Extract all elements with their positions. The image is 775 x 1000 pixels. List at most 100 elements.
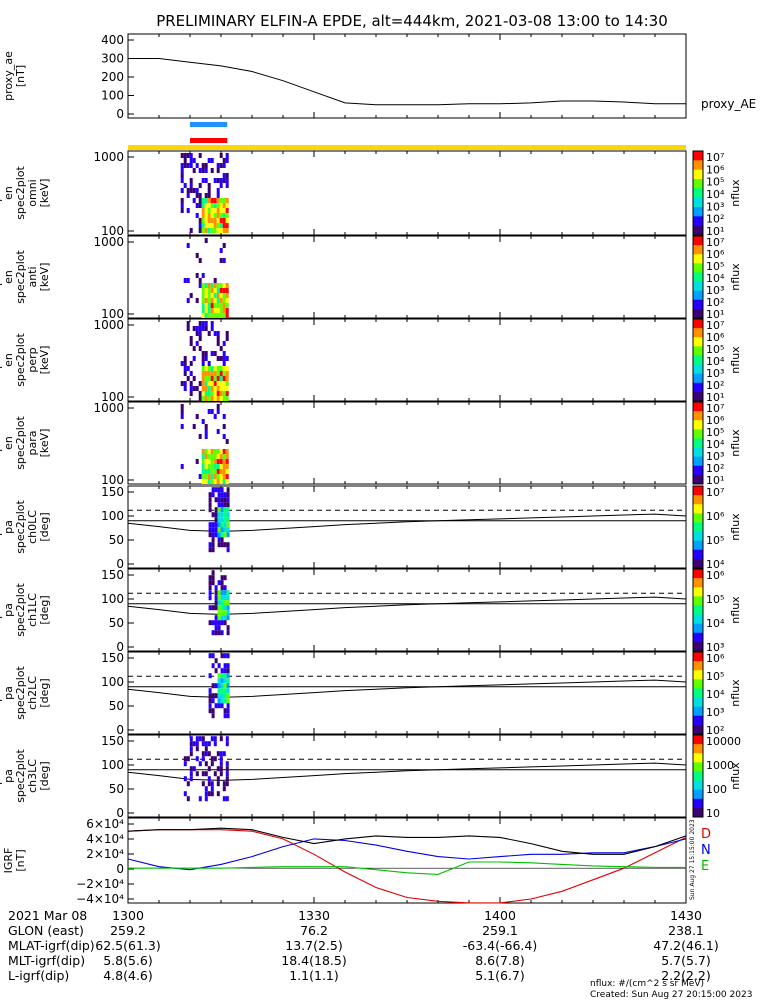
spectrogram-cell (225, 449, 229, 454)
pitch-angle-cell (217, 600, 221, 606)
y-axis-label-line: pef (0, 433, 3, 452)
spectrogram-cell (216, 228, 220, 233)
pitch-angle-cell (214, 527, 218, 533)
y-axis-label-line: [deg] (38, 761, 51, 790)
pitch-angle-cell (214, 668, 218, 674)
spectrogram-cell (213, 469, 217, 474)
colorbar-swatch (693, 513, 703, 523)
pitch-angle-cell (214, 522, 218, 528)
colorbar-tick-label: 10⁴ (706, 688, 725, 701)
spectrogram-cell (198, 228, 202, 233)
colorbar-swatch (693, 188, 703, 199)
pitch-angle-cell (226, 713, 230, 719)
spectrogram-cell (213, 178, 217, 183)
spectrogram-cell (210, 469, 214, 474)
spectrogram-cell (213, 474, 217, 479)
colorbar-swatch (693, 169, 703, 180)
timestamp-group: Sun Aug 27 15:15:00 2023 (689, 819, 696, 900)
pitch-angle-cell (213, 771, 217, 777)
spectrogram-cell (225, 386, 229, 391)
pitch-angle-cell (192, 741, 196, 747)
pitch-angle-cell (220, 507, 224, 513)
spectrogram-cell (204, 228, 208, 233)
colorbar-swatch (693, 706, 703, 717)
colorbar-swatch (693, 486, 703, 496)
y-axis-label-line: spec2plot (14, 416, 27, 470)
pitch-angle-cell (211, 693, 215, 699)
y-axis-label-line: en (2, 436, 15, 450)
spectrogram-cell (225, 158, 229, 163)
spectrogram-cell (186, 366, 190, 371)
pitch-angle-cell (217, 502, 221, 508)
spectrogram-cell (216, 404, 220, 409)
colorbar-tick-label: 10⁵ (706, 343, 724, 356)
colorbar-swatch (693, 225, 703, 236)
spectrogram-cell (216, 376, 220, 381)
colorbar-swatch (693, 753, 703, 763)
spectrogram-cell (204, 308, 208, 313)
pitch-angle-cell (208, 688, 212, 694)
spectrogram-cell (201, 449, 205, 454)
pitch-angle-cell (183, 776, 187, 782)
pitch-angle-cell (223, 595, 227, 601)
spectrogram-cell (189, 178, 193, 183)
spectrogram-cell (204, 396, 208, 401)
colorbar-swatch (693, 531, 703, 542)
spectrogram-cell (210, 479, 214, 484)
spectrogram-cell (207, 208, 211, 213)
spectrogram-cell (222, 414, 226, 419)
colorbar-swatch (693, 587, 703, 597)
colorbar-swatch (693, 337, 703, 347)
pitch-angle-cell (225, 766, 229, 772)
spectrogram-cell (213, 454, 217, 459)
spectrogram-cell (198, 283, 202, 288)
colorbar-swatch (693, 245, 703, 255)
spectrogram-cell (216, 371, 220, 376)
spectrogram-cell (213, 228, 217, 233)
spectrogram-cell (180, 168, 184, 173)
pitch-angle-cell (217, 542, 221, 548)
spectrogram-cell (186, 376, 190, 381)
pitch-angle-cell (216, 791, 220, 797)
pitch-angle-cell (226, 693, 230, 699)
pitch-angle-cell (211, 683, 215, 689)
pitch-angle-cell (226, 497, 230, 503)
y-tick-label: 50 (109, 616, 124, 630)
spectrogram-cell (210, 293, 214, 298)
spectrogram-cell (219, 313, 223, 318)
spectrogram-cell (201, 198, 205, 203)
pitch-angle-cell (183, 756, 187, 762)
panel-energy-spectrogram: 1000100elapefenspec2plotperp[keV]10⁷10⁶1… (0, 318, 742, 404)
spectrogram-cell (207, 218, 211, 223)
spectrogram-cell (222, 361, 226, 366)
y-axis-label-line: pef (0, 183, 3, 202)
spectrogram-cell (180, 178, 184, 183)
pitch-angle-cell (220, 542, 224, 548)
spectrogram-cell (207, 371, 211, 376)
spectrogram-cell (186, 298, 190, 303)
spectrogram-cell (180, 153, 184, 158)
spectrogram-cell (213, 218, 217, 223)
y-tick-label: 150 (101, 651, 124, 665)
spectrogram-cell (213, 381, 217, 386)
colorbar-swatch (693, 179, 703, 189)
spectrogram-cell (210, 321, 214, 326)
y-tick-label: 100 (101, 89, 124, 103)
spectrogram-cell (198, 336, 202, 341)
pitch-angle-cell (226, 590, 230, 596)
spectrogram-cell (195, 203, 199, 208)
pitch-angle-cell (208, 708, 212, 714)
spectrogram-cell (225, 298, 229, 303)
spectrogram-cell (210, 308, 214, 313)
spectrogram-cell (225, 356, 229, 361)
spectrogram-cell (201, 168, 205, 173)
spectrogram-cell (201, 356, 205, 361)
colorbar-tick-label: 10⁴ (706, 438, 725, 451)
spectrogram-cell (189, 163, 193, 168)
spectrogram-cell (225, 439, 229, 444)
colorbar-swatch (693, 569, 703, 579)
colorbar-swatch (693, 688, 703, 699)
y-axis-label-line: en (2, 270, 15, 284)
spectrogram-cell (204, 386, 208, 391)
spectrogram-cell (216, 288, 220, 293)
